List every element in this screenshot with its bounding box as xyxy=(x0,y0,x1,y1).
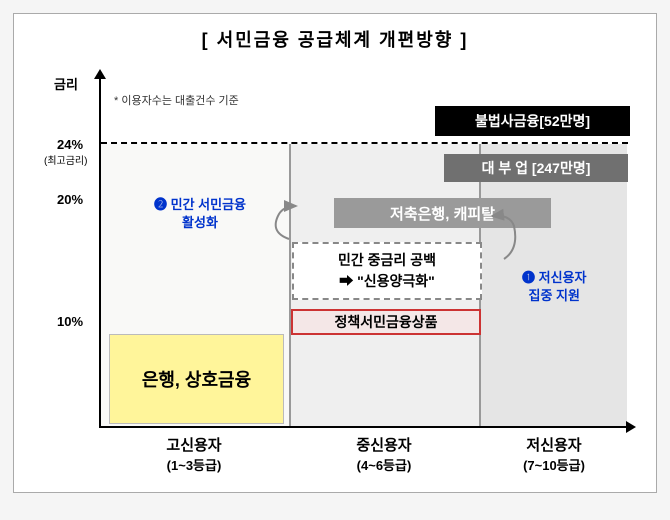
chart-container: [ 서민금융 공급체계 개편방향 ] * 이용자수는 대출건수 기준 금리 24… xyxy=(13,13,657,493)
x-label-mid-credit: 중신용자(4~6등급) xyxy=(289,434,479,474)
box-daebu: 대 부 업 [247만명] xyxy=(444,154,628,182)
footnote: * 이용자수는 대출건수 기준 xyxy=(114,92,239,108)
y-tick-24: 24% xyxy=(57,137,83,152)
box-policy-product: 정책서민금융상품 xyxy=(291,309,481,335)
chart-title: [ 서민금융 공급체계 개편방향 ] xyxy=(14,14,656,60)
y-tick-10: 10% xyxy=(57,314,83,329)
box-bank-mutual: 은행, 상호금융 xyxy=(109,334,284,424)
y-tick-20: 20% xyxy=(57,192,83,207)
annotation-low-credit-support: ❶ 저신용자집중 지원 xyxy=(522,269,586,305)
x-axis-arrow-icon xyxy=(626,421,636,433)
box-illegal-finance: 불법사금융[52만명] xyxy=(435,106,630,136)
y-axis-arrow-icon xyxy=(94,69,106,79)
x-label-low-credit: 저신용자(7~10등급) xyxy=(479,434,629,474)
y-axis-line xyxy=(99,76,101,426)
y-tick-24-sub: (최고금리) xyxy=(44,152,87,167)
annotation-private-finance: ❷ 민간 서민금융활성화 xyxy=(154,196,246,232)
y-axis-label: 금리 xyxy=(54,74,78,93)
box-savings-capital: 저축은행, 캐피탈 xyxy=(334,198,551,228)
x-label-high-credit: 고신용자(1~3등급) xyxy=(99,434,289,474)
box-credit-gap: 민간 중금리 공백➡ "신용양극화" xyxy=(292,242,482,300)
max-rate-line xyxy=(101,142,628,144)
divider-1 xyxy=(289,144,291,426)
x-axis-line xyxy=(99,426,629,428)
